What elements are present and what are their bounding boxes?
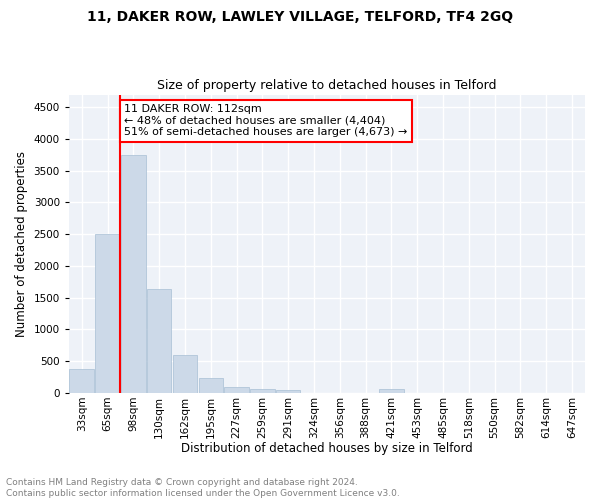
Bar xyxy=(224,386,249,393)
Bar xyxy=(147,290,172,393)
Bar xyxy=(70,370,94,393)
X-axis label: Distribution of detached houses by size in Telford: Distribution of detached houses by size … xyxy=(181,442,473,455)
Text: Contains HM Land Registry data © Crown copyright and database right 2024.
Contai: Contains HM Land Registry data © Crown c… xyxy=(6,478,400,498)
Bar xyxy=(199,378,223,393)
Bar xyxy=(276,390,301,393)
Y-axis label: Number of detached properties: Number of detached properties xyxy=(15,150,28,336)
Bar xyxy=(95,234,120,393)
Title: Size of property relative to detached houses in Telford: Size of property relative to detached ho… xyxy=(157,79,497,92)
Bar xyxy=(173,356,197,393)
Text: 11 DAKER ROW: 112sqm
← 48% of detached houses are smaller (4,404)
51% of semi-de: 11 DAKER ROW: 112sqm ← 48% of detached h… xyxy=(124,104,407,138)
Text: 11, DAKER ROW, LAWLEY VILLAGE, TELFORD, TF4 2GQ: 11, DAKER ROW, LAWLEY VILLAGE, TELFORD, … xyxy=(87,10,513,24)
Bar xyxy=(379,390,404,393)
Bar xyxy=(250,389,275,393)
Bar xyxy=(121,155,146,393)
